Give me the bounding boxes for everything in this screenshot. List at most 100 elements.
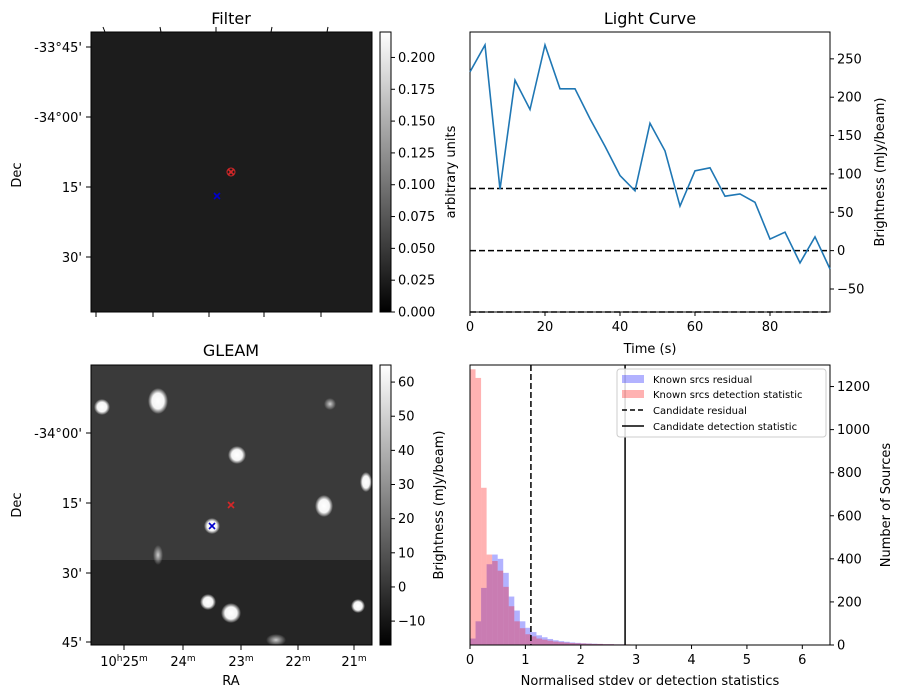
gleam-ra-tick: 24m — [170, 654, 195, 670]
histogram-bar — [497, 558, 504, 645]
histogram-xticks: 0 1 2 3 4 5 6 — [466, 645, 806, 668]
gleam-dec-tickmarks — [86, 432, 355, 650]
histogram-bar — [475, 377, 482, 645]
histogram-xtick-label: 6 — [798, 653, 806, 668]
histogram-bar — [475, 621, 482, 645]
histogram-bar — [553, 641, 559, 645]
colorbar-tick-label: 0.150 — [398, 115, 435, 130]
gleam-ra-tick: 22m — [285, 654, 310, 670]
gleam-ra-tick: 23m — [228, 654, 253, 670]
histogram-xtick-label: 5 — [743, 653, 751, 668]
colorbar-tick-label: 0.200 — [398, 51, 435, 66]
filter-ylabel: Dec — [10, 162, 25, 187]
histogram-bar — [564, 641, 570, 645]
gleam-source — [351, 599, 365, 613]
colorbar-tick-label: 30 — [398, 478, 415, 493]
histogram-bar — [470, 638, 476, 645]
histogram-bar — [508, 596, 515, 645]
histogram-bar — [530, 632, 537, 645]
histogram-bar — [536, 638, 542, 645]
histogram-bar — [558, 641, 565, 645]
gleam-source — [200, 594, 216, 610]
histogram-bar — [558, 642, 565, 645]
gleam-dec-tick: -34°00' — [34, 427, 82, 442]
light-curve-title: Light Curve — [604, 9, 696, 28]
gleam-ylabel: Dec — [10, 492, 25, 517]
colorbar-tick-label: 0.100 — [398, 178, 435, 193]
filter-ra-tickmarks — [95, 26, 329, 317]
gleam-dec-tick: 45' — [62, 636, 82, 651]
colorbar-tick-label: 20 — [398, 512, 415, 527]
filter-dec-tick: -33°45' — [34, 41, 82, 56]
light-curve-ytick-label: 200 — [837, 91, 862, 106]
filter-dec-tick: 30' — [62, 251, 82, 266]
gleam-source — [315, 495, 333, 517]
histogram-bar — [580, 643, 587, 645]
histogram-bar — [497, 570, 504, 645]
colorbar-tick-label: 0.000 — [398, 306, 435, 321]
colorbar-tick-label: 0.025 — [398, 274, 435, 289]
histogram-legend: Known srcs residual Known srcs detection… — [616, 368, 827, 438]
gleam-source — [148, 388, 168, 414]
colorbar-tick-label: 40 — [398, 444, 415, 459]
histogram-bar — [486, 554, 493, 645]
histogram-bar — [591, 643, 598, 645]
filter-red-cross-marker — [227, 168, 235, 176]
histogram-ytick-label: 1200 — [837, 380, 870, 395]
histogram-bar — [591, 643, 598, 645]
gleam-colorbar — [379, 364, 392, 646]
histogram-bar — [486, 564, 493, 645]
colorbar-tick-label: −10 — [398, 615, 425, 630]
histogram-xlabel: Normalised stdev or detection statistics — [521, 674, 780, 689]
histogram-bar — [525, 627, 531, 645]
histogram-ylabel: Number of Sources — [879, 443, 894, 568]
gleam-ra-tick: 10h25m — [100, 654, 148, 670]
histogram-ytick-label: 800 — [837, 466, 862, 481]
colorbar-tick-label: 60 — [398, 376, 415, 391]
light-curve-hlines — [470, 187, 830, 313]
light-curve-xlabel: Time (s) — [623, 342, 677, 357]
histogram-bar — [503, 572, 509, 645]
colorbar-tick-label: 0.050 — [398, 242, 435, 257]
filter-blue-cross-marker — [213, 192, 221, 200]
histogram-bar — [492, 561, 498, 645]
light-curve-ytick-label: 0 — [837, 244, 845, 259]
histogram-bar — [481, 487, 487, 645]
legend-frame — [616, 368, 827, 438]
histogram-ytick-label: 1000 — [837, 423, 870, 438]
light-curve-axes — [469, 31, 831, 313]
light-curve-ytick-label: 250 — [837, 52, 862, 67]
filter-red-circle-marker — [226, 167, 236, 177]
legend-label: Candidate residual — [653, 406, 747, 417]
histogram-bar — [530, 636, 537, 645]
filter-panel: Filter -33°45' -34°00' 15' 30' Dec — [10, 9, 459, 321]
gleam-panel: GLEAM — [10, 341, 447, 689]
filter-title: Filter — [211, 9, 251, 28]
histogram-bar — [586, 643, 592, 645]
gleam-source — [266, 634, 286, 646]
histogram-xtick-label: 1 — [521, 653, 529, 668]
filter-dec-tick: 15' — [62, 181, 82, 196]
filter-colorbar-ticks: 0.000 0.025 0.050 0.075 0.100 0.125 0.150 0.175… — [391, 51, 435, 321]
light-curve-xticks: 0 20 40 60 80 — [466, 312, 778, 335]
histogram-bar — [569, 643, 576, 645]
gleam-source — [221, 603, 241, 623]
gleam-colorbar-ticks: −10 0 10 20 30 40 50 60 — [391, 376, 425, 630]
colorbar-tick-label: 50 — [398, 410, 415, 425]
light-curve-panel: Light Curve 0 20 40 60 80 −50 0 50 100 150 200 250… — [466, 9, 888, 357]
histogram-bar — [597, 643, 603, 645]
light-curve-xtick-label: 80 — [762, 320, 779, 335]
gleam-source — [153, 545, 163, 565]
histogram-ytick-label: 400 — [837, 552, 862, 567]
legend-label: Known srcs detection statistic — [653, 390, 802, 401]
light-curve-yticks: −50 0 50 100 150 200 250 — [830, 52, 864, 297]
colorbar-tick-label: 0.075 — [398, 210, 435, 225]
histogram-bar — [503, 586, 509, 645]
filter-colorbar — [379, 31, 392, 313]
gleam-colorbar-label: Brightness (mJy/beam) — [432, 431, 447, 580]
legend-swatch-known-residual — [622, 375, 644, 383]
gleam-source — [94, 399, 110, 415]
histogram-bar — [553, 640, 559, 645]
gleam-source — [324, 398, 336, 410]
